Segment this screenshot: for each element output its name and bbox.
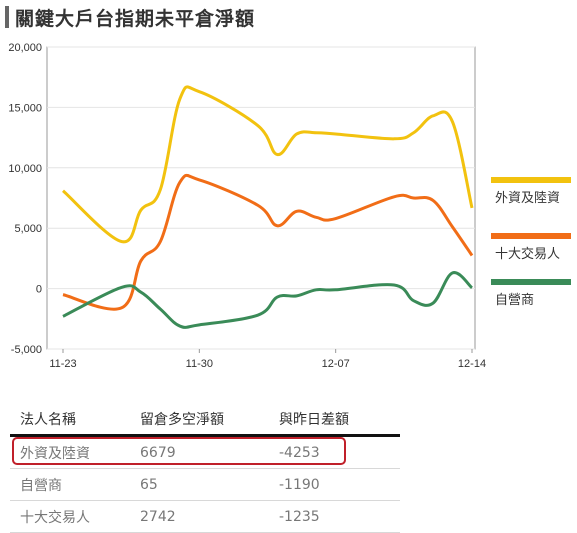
y-tick-label: -5,000 [11,344,42,356]
foreign-series-line [62,85,474,244]
table-row: 外資及陸資 6679 -4253 [10,437,400,469]
table-row: 十大交易人 2742 -1235 [10,501,400,533]
header-name: 法人名稱 [20,412,76,428]
y-tick-label: 5,000 [14,223,42,235]
row-name: 十大交易人 [20,509,90,526]
legend-label: 自營商 [495,293,534,308]
legend-label: 十大交易人 [495,246,560,262]
legend-swatch [491,177,571,183]
y-axis-ticks: -5,000 0 5,000 10,000 15,000 20,000 [8,42,42,356]
header-net: 留倉多空淨額 [140,412,224,428]
row-diff: -1235 [279,508,320,525]
x-tick-label: 12-07 [322,358,350,370]
series-lines [62,85,474,329]
x-axis-ticks: 11-23 11-30 12-07 12-14 [49,349,486,370]
row-name: 自營商 [20,477,62,494]
legend-swatch [491,233,571,239]
holdings-table: 法人名稱 留倉多空淨額 與昨日差額 外資及陸資 6679 -4253 自營商 6… [10,404,400,533]
y-tick-label: 15,000 [8,102,42,114]
row-net: 65 [140,476,158,493]
chart-title: 關鍵大戶台指期未平倉淨額 [5,2,255,32]
line-chart: -5,000 0 5,000 10,000 15,000 20,000 11-23 11-3… [8,42,571,370]
highlight-box [12,437,346,465]
y-tick-label: 0 [36,284,42,296]
legend-label: 外資及陸資 [495,190,560,206]
dealer-series-line [62,271,474,329]
legend-swatch [491,279,571,285]
table-row: 自營商 65 -1190 [10,469,400,501]
row-net: 2742 [140,508,176,525]
x-tick-label: 11-30 [186,358,213,370]
row-diff: -1190 [279,476,320,493]
row-name: 外資及陸資 [20,445,90,462]
x-tick-label: 11-23 [49,358,76,370]
top10-series-line [62,173,474,311]
row-diff: -4253 [279,444,320,461]
table-header: 法人名稱 留倉多空淨額 與昨日差額 [10,404,400,437]
y-tick-label: 20,000 [8,42,42,54]
row-net: 6679 [140,444,176,461]
chart-title-text: 關鍵大戶台指期未平倉淨額 [15,7,256,30]
title-accent-bar [5,6,9,28]
x-tick-label: 12-14 [458,358,486,370]
y-tick-label: 10,000 [8,163,42,175]
header-diff: 與昨日差額 [279,412,349,428]
